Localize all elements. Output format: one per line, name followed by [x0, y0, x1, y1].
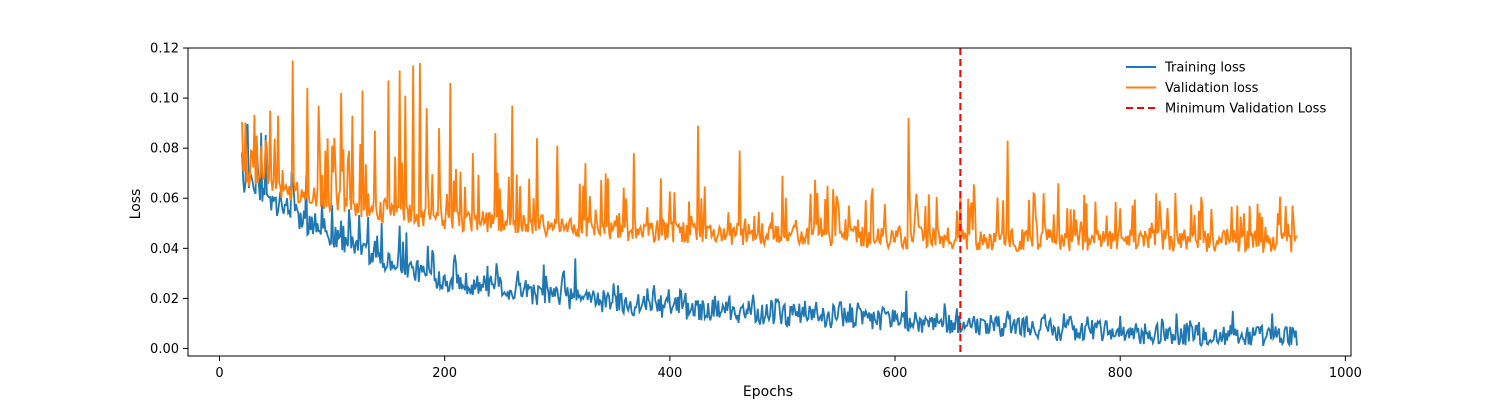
series-line-training-loss: [241, 123, 1298, 348]
x-tick-label: 600: [883, 366, 908, 381]
axes: 0 200 400 600 800 1000 0.00 0.02 0.04 0.06 0.08 0.1…: [150, 42, 1362, 382]
y-tick-label: 0.10: [150, 92, 179, 107]
y-tick-label: 0.04: [150, 242, 179, 257]
x-tick-label: 400: [657, 366, 682, 381]
legend-label: Training loss: [1164, 61, 1246, 76]
axes-frame: [187, 47, 1352, 357]
legend: Training loss Validation loss Minimum Vali…: [1126, 61, 1326, 117]
plot-area: [241, 48, 1298, 356]
y-tick-label: 0.12: [150, 42, 179, 57]
x-axis-label: Epochs: [743, 384, 793, 400]
y-tick-label: 0.02: [150, 292, 179, 307]
legend-label: Validation loss: [1165, 81, 1259, 96]
series-line-validation-loss: [241, 60, 1298, 254]
y-axis-label: Loss: [128, 189, 144, 220]
x-tick-label: 0: [215, 366, 223, 381]
y-tick-label: 0.06: [150, 192, 179, 207]
x-tick-label: 200: [432, 366, 457, 381]
y-tick-label: 0.08: [150, 142, 179, 157]
legend-label: Minimum Validation Loss: [1165, 102, 1326, 117]
x-tick-label: 800: [1108, 366, 1133, 381]
x-tick-label: 1000: [1329, 366, 1362, 381]
y-tick-label: 0.00: [150, 342, 179, 357]
